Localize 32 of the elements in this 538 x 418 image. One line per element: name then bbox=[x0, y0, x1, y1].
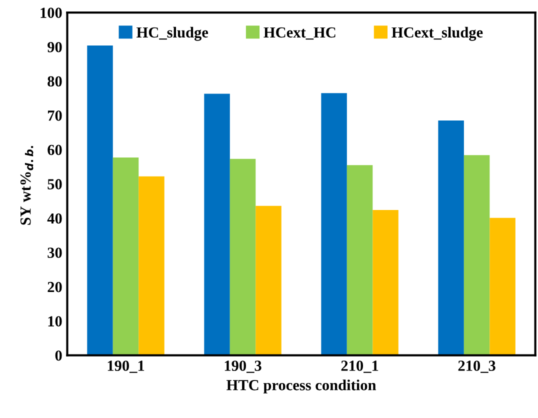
legend-label: HCext_sludge bbox=[392, 26, 483, 41]
bar bbox=[138, 176, 164, 356]
y-tick-label: 80 bbox=[48, 76, 62, 87]
y-tick-label: 100 bbox=[40, 8, 62, 18]
bar bbox=[112, 158, 139, 356]
bar bbox=[372, 210, 398, 356]
y-tick-label: 70 bbox=[48, 110, 62, 121]
bar bbox=[87, 45, 113, 356]
y-axis-title: SY wt%$_{d.b.}$ bbox=[20, 146, 34, 225]
bar bbox=[490, 218, 516, 356]
y-tick-label: 10 bbox=[48, 316, 62, 326]
bar bbox=[438, 120, 464, 356]
x-tick-label: 190_1 bbox=[108, 360, 144, 373]
x-tick-label: 210_3 bbox=[458, 360, 496, 373]
y-tick-label: 60 bbox=[48, 144, 62, 156]
x-axis-title: HTC process condition bbox=[226, 380, 376, 394]
y-tick-label: 30 bbox=[48, 248, 62, 258]
y-tick-label: 0 bbox=[55, 350, 62, 361]
bar bbox=[256, 206, 282, 356]
legend-label: HC_sludge bbox=[136, 26, 208, 41]
y-tick-label: 40 bbox=[47, 213, 62, 224]
x-tick-label: 190_3 bbox=[224, 360, 262, 373]
x-tick-label: 210_1 bbox=[341, 360, 378, 373]
y-tick-label: 50 bbox=[48, 179, 62, 190]
bar bbox=[230, 158, 256, 356]
y-tick-label: 20 bbox=[48, 282, 62, 292]
bar bbox=[204, 94, 230, 356]
legend-label: HCext_HC bbox=[264, 27, 336, 40]
y-tick-label: 90 bbox=[48, 42, 62, 52]
bar bbox=[464, 155, 490, 356]
bar bbox=[321, 93, 347, 356]
bar bbox=[346, 165, 373, 356]
